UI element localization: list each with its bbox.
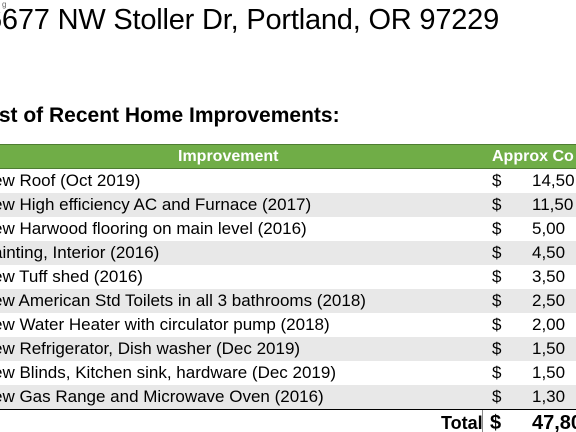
total-divider xyxy=(482,410,483,432)
improvement-description: ew Water Heater with circulator pump (20… xyxy=(0,315,330,334)
dollar-sign: $ xyxy=(492,267,502,286)
dollar-sign: $ xyxy=(492,195,502,214)
property-address: 6677 NW Stoller Dr, Portland, OR 97229 xyxy=(0,4,500,36)
dollar-sign: $ xyxy=(492,339,502,358)
dollar-sign: $ xyxy=(492,171,502,190)
table-row: ew Harwood flooring on main level (2016)… xyxy=(0,217,576,241)
improvement-description: ainting, Interior (2016) xyxy=(0,243,160,262)
table-row: ew High efficiency AC and Furnace (2017)… xyxy=(0,193,576,217)
cost-amount: 2,50 xyxy=(532,291,566,310)
dollar-sign: $ xyxy=(492,291,502,310)
dollar-sign: $ xyxy=(492,243,502,262)
table-row: ainting, Interior (2016) $4,50 xyxy=(0,241,576,265)
improvement-description: ew American Std Toilets in all 3 bathroo… xyxy=(0,291,366,310)
corner-mark: g xyxy=(2,0,7,9)
improvements-table: Improvement Approx Co ew Roof (Oct 2019)… xyxy=(0,144,576,432)
total-label: Total xyxy=(441,413,483,432)
header-approx-cost: Approx Co xyxy=(492,148,574,165)
improvement-description: ew Gas Range and Microwave Oven (2016) xyxy=(0,387,324,406)
table-body: ew Roof (Oct 2019) $14,50 ew High efficien… xyxy=(0,169,576,409)
cost-amount: 5,00 xyxy=(532,219,566,238)
cost-amount: 1,50 xyxy=(532,339,566,358)
cost-amount: 1,30 xyxy=(532,387,566,406)
dollar-sign: $ xyxy=(492,315,502,334)
cost-amount: 4,50 xyxy=(532,243,566,262)
improvement-description: ew Roof (Oct 2019) xyxy=(0,171,141,190)
list-title: ist of Recent Home Improvements: xyxy=(0,104,340,127)
total-row: Total $ 47,80 xyxy=(0,409,576,432)
header-improvement: Improvement xyxy=(178,148,279,165)
improvement-description: ew Blinds, Kitchen sink, hardware (Dec 2… xyxy=(0,363,336,382)
improvement-description: ew Harwood flooring on main level (2016) xyxy=(0,219,307,238)
table-row: ew Water Heater with circulator pump (20… xyxy=(0,313,576,337)
table-header-row: Improvement Approx Co xyxy=(0,144,576,169)
dollar-sign: $ xyxy=(492,219,502,238)
table-row: ew Refrigerator, Dish washer (Dec 2019) $… xyxy=(0,337,576,361)
cost-amount: 2,00 xyxy=(532,315,566,334)
improvement-description: ew Refrigerator, Dish washer (Dec 2019) xyxy=(0,339,301,358)
table-row: ew American Std Toilets in all 3 bathroo… xyxy=(0,289,576,313)
dollar-sign: $ xyxy=(492,363,502,382)
improvement-description: ew Tuff shed (2016) xyxy=(0,267,143,286)
improvement-description: ew High efficiency AC and Furnace (2017) xyxy=(0,195,312,214)
cost-amount: 14,50 xyxy=(532,171,575,190)
cost-amount: 11,50 xyxy=(532,195,574,214)
table-row: ew Gas Range and Microwave Oven (2016) $1… xyxy=(0,385,576,409)
table-row: ew Tuff shed (2016) $3,50 xyxy=(0,265,576,289)
cost-amount: 3,50 xyxy=(532,267,566,286)
table-row: ew Roof (Oct 2019) $14,50 xyxy=(0,169,576,193)
dollar-sign: $ xyxy=(492,387,502,406)
total-amount: 47,80 xyxy=(532,412,576,432)
total-dollar-sign: $ xyxy=(490,412,502,432)
table-row: ew Blinds, Kitchen sink, hardware (Dec 2… xyxy=(0,361,576,385)
cost-amount: 1,50 xyxy=(532,363,566,382)
